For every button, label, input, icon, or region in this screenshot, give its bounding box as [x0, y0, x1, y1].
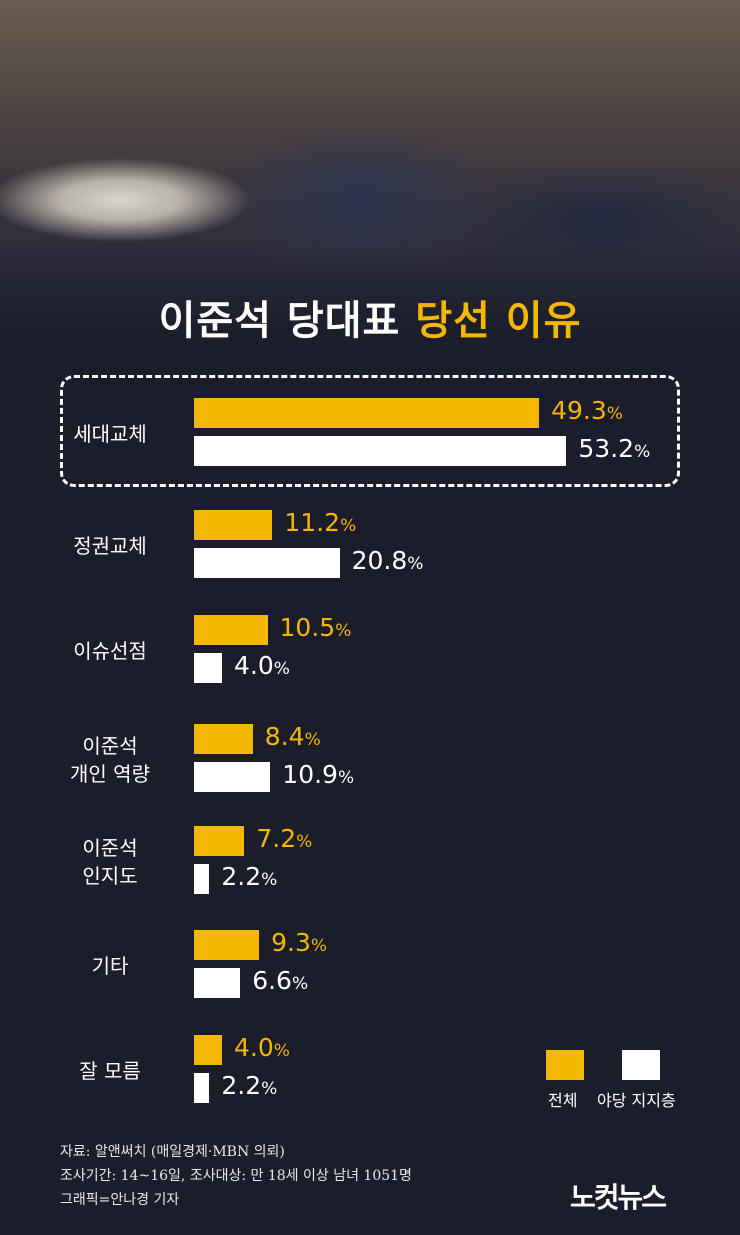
value-label-opposition: 2.2%	[221, 1071, 278, 1100]
highlight-box	[60, 375, 680, 487]
legend-label-overall: 전체	[548, 1091, 578, 1110]
category-label: 이준석 인지도	[82, 836, 138, 888]
bar-overall	[194, 1035, 222, 1065]
bar-opposition	[194, 762, 271, 792]
value-label-opposition: 4.0%	[234, 651, 290, 680]
category-label: 정권교체	[73, 534, 147, 558]
header-photo	[0, 0, 740, 370]
bar-opposition	[194, 1073, 210, 1103]
legend-label-opposition: 야당 지지층	[597, 1091, 676, 1110]
nocutnews-logo: 노컷뉴스	[570, 1181, 667, 1214]
bar-opposition	[194, 548, 340, 578]
source-text: 자료: 알앤써치 (매일경제·MBN 의뢰)	[60, 1144, 285, 1160]
footer: 자료: 알앤써치 (매일경제·MBN 의뢰) 조사기간: 14~16일, 조사대…	[60, 1140, 412, 1212]
bar-opposition	[194, 653, 222, 683]
credit-text: 그래픽=안나경 기자	[60, 1192, 180, 1208]
bar-opposition	[194, 968, 241, 998]
title-white: 이준석 당대표	[158, 298, 401, 344]
category-label: 세대교체	[73, 422, 147, 446]
bar-overall	[194, 398, 540, 428]
bar-overall	[194, 826, 245, 856]
period-text: 조사기간: 14~16일, 조사대상: 만 18세 이상 남녀 1051명	[60, 1168, 412, 1184]
value-label-opposition: 20.8%	[351, 546, 424, 575]
value-label-overall: 8.4%	[264, 722, 321, 751]
value-label-overall: 49.3%	[551, 396, 623, 425]
value-label-opposition: 6.6%	[252, 966, 309, 995]
value-label-opposition: 10.9%	[282, 760, 355, 789]
value-label-overall: 9.3%	[271, 928, 328, 957]
bar-overall	[194, 724, 253, 754]
value-label-overall: 7.2%	[256, 824, 313, 853]
bar-overall	[194, 930, 260, 960]
legend-swatch-overall	[546, 1050, 584, 1080]
category-label: 잘 모름	[79, 1059, 141, 1083]
value-label-overall: 4.0%	[234, 1033, 290, 1062]
legend-swatch-opposition	[622, 1050, 660, 1080]
category-label: 이슈선점	[73, 639, 147, 663]
value-label-overall: 11.2%	[284, 508, 357, 537]
chart-title: 이준석 당대표 당선 이유	[0, 288, 740, 346]
bar-opposition	[194, 436, 567, 466]
bar-overall	[194, 510, 273, 540]
value-label-overall: 10.5%	[279, 613, 352, 642]
category-label: 기타	[91, 954, 129, 978]
category-label: 이준석 개인 역량	[70, 734, 150, 786]
bar-overall	[194, 615, 268, 645]
title-highlight: 당선 이유	[415, 298, 582, 344]
value-label-opposition: 2.2%	[221, 862, 278, 891]
bar-opposition	[194, 864, 210, 894]
value-label-opposition: 53.2%	[578, 434, 651, 463]
